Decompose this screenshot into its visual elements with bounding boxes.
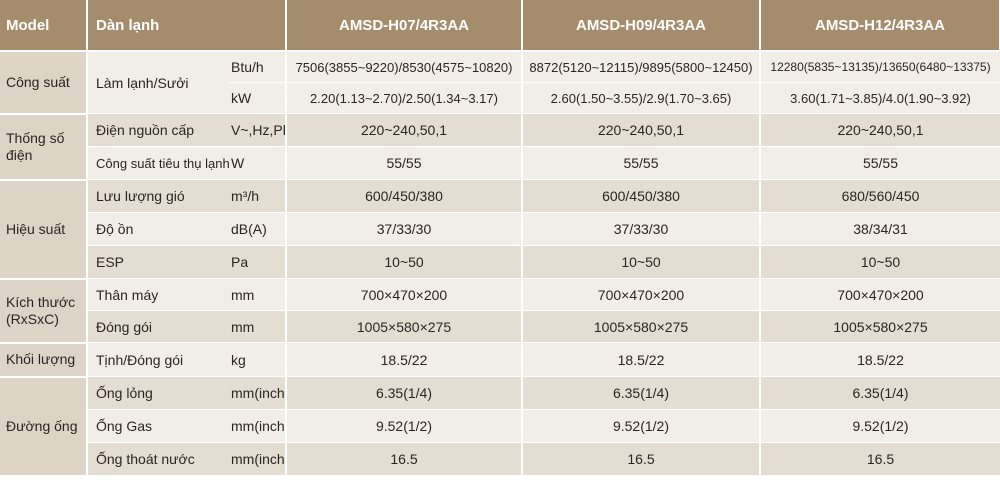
table-row: Hiệu suất Lưu lượng gió m³/h 600/450/380… [0, 179, 1000, 280]
row-unit: W [229, 146, 286, 180]
value-cell: 55/55 [759, 146, 1000, 180]
value-cell: 220~240,50,1 [759, 113, 1000, 147]
row-label: Công suất tiêu thụ lạnh/sưởi [87, 146, 229, 180]
row-label: Làm lạnh/Sưởi [87, 51, 229, 114]
value-cell: 8872(5120~12115)/9895(5800~12450) [521, 51, 760, 83]
value-cell: 38/34/31 [759, 212, 1000, 246]
value-cell: 10~50 [521, 245, 760, 279]
value-cell: 220~240,50,1 [285, 113, 522, 147]
row-label: Tịnh/Đóng gói [87, 342, 229, 377]
row-unit: m³/h [229, 179, 286, 213]
value-cell: 6.35(1/4) [759, 376, 1000, 410]
row-unit: dB(A) [229, 212, 286, 246]
value-cell: 700×470×200 [759, 278, 1000, 311]
value-cell: 6.35(1/4) [521, 376, 760, 410]
header-row: Model Dàn lạnh AMSD-H07/4R3AA AMSD-H09/4… [0, 0, 1000, 52]
group-duong-ong: Đường ống [0, 376, 88, 477]
row-unit: mm(inch) [229, 442, 286, 476]
value-cell: 16.5 [285, 442, 522, 476]
row-unit: Btu/h [229, 51, 286, 83]
group-khoi-luong: Khối lượng [0, 342, 88, 378]
table-row: Khối lượng Tịnh/Đóng gói kg 18.5/22 18.5… [0, 342, 1000, 378]
value-cell: 700×470×200 [521, 278, 760, 311]
value-cell: 1005×580×275 [521, 310, 760, 343]
row-unit: mm [229, 310, 286, 343]
table-row: Ống thoát nước mm(inch) 16.5 16.5 16.5 [0, 442, 1000, 476]
value-cell: 9.52(1/2) [759, 409, 1000, 443]
value-cell: 2.20(1.13~2.70)/2.50(1.34~3.17) [285, 82, 522, 114]
value-cell: 55/55 [521, 146, 760, 180]
row-label: Thân máy [87, 278, 229, 311]
row-label: Lưu lượng gió [87, 179, 229, 213]
row-label: Đóng gói [87, 310, 229, 343]
value-cell: 1005×580×275 [285, 310, 522, 343]
table-row: Đóng gói mm 1005×580×275 1005×580×275 10… [0, 310, 1000, 343]
value-cell: 600/450/380 [285, 179, 522, 213]
table-row: Công suất Làm lạnh/Sưởi Btu/h 7506(3855~… [0, 51, 1000, 115]
table-row: Độ ồn dB(A) 37/33/30 37/33/30 38/34/31 [0, 212, 1000, 246]
value-cell: 6.35(1/4) [285, 376, 522, 410]
row-unit: V~,Hz,Ph [229, 113, 286, 147]
table-row: Ống Gas mm(inch) 9.52(1/2) 9.52(1/2) 9.5… [0, 409, 1000, 443]
group-kich-thuoc: Kích thước (RxSxC) [0, 278, 88, 344]
value-cell: 9.52(1/2) [285, 409, 522, 443]
value-cell: 37/33/30 [285, 212, 522, 246]
value-cell: 2.60(1.50~3.55)/2.9(1.70~3.65) [521, 82, 760, 114]
table-row: ESP Pa 10~50 10~50 10~50 [0, 245, 1000, 279]
row-unit: Pa [229, 245, 286, 279]
value-cell: 600/450/380 [521, 179, 760, 213]
row-unit: kW [229, 82, 286, 114]
header-dan-lanh: Dàn lạnh [87, 0, 287, 52]
value-cell: 18.5/22 [285, 342, 522, 377]
value-cell: 37/33/30 [521, 212, 760, 246]
row-label: Độ ồn [87, 212, 229, 246]
row-label: Ống lỏng [87, 376, 229, 410]
row-unit: kg [229, 342, 286, 377]
value-cell: 9.52(1/2) [521, 409, 760, 443]
value-cell: 16.5 [521, 442, 760, 476]
value-cell: 12280(5835~13135)/13650(6480~13375) [759, 51, 1000, 83]
header-model-1: AMSD-H07/4R3AA [286, 0, 523, 52]
value-cell: 700×470×200 [285, 278, 522, 311]
value-cell: 18.5/22 [521, 342, 760, 377]
group-thong-so-dien: Thống số điện [0, 113, 88, 181]
table-row: Kích thước (RxSxC) Thân máy mm 700×470×2… [0, 278, 1000, 344]
value-cell: 7506(3855~9220)/8530(4575~10820) [285, 51, 522, 83]
row-unit: mm(inch) [229, 409, 286, 443]
header-model: Model [0, 0, 88, 52]
row-label: Ống thoát nước [87, 442, 229, 476]
table-row: Đường ống Ống lỏng mm(inch) 6.35(1/4) 6.… [0, 376, 1000, 477]
value-cell: 16.5 [759, 442, 1000, 476]
header-model-3: AMSD-H12/4R3AA [760, 0, 1000, 52]
value-cell: 18.5/22 [759, 342, 1000, 377]
row-unit: mm(inch) [229, 376, 286, 410]
value-cell: 3.60(1.71~3.85)/4.0(1.90~3.92) [759, 82, 1000, 114]
value-cell: 10~50 [759, 245, 1000, 279]
value-cell: 220~240,50,1 [521, 113, 760, 147]
row-label: ESP [87, 245, 229, 279]
table-row: Thống số điện Điện nguồn cấp V~,Hz,Ph 22… [0, 113, 1000, 181]
group-hieu-suat: Hiệu suất [0, 179, 88, 280]
value-cell: 10~50 [285, 245, 522, 279]
value-cell: 1005×580×275 [759, 310, 1000, 343]
spec-table: Model Dàn lạnh AMSD-H07/4R3AA AMSD-H09/4… [0, 0, 1000, 477]
header-model-2: AMSD-H09/4R3AA [522, 0, 761, 52]
row-label: Điện nguồn cấp [87, 113, 229, 147]
group-cong-suat: Công suất [0, 51, 88, 115]
value-cell: 55/55 [285, 146, 522, 180]
row-unit: mm [229, 278, 286, 311]
value-cell: 680/560/450 [759, 179, 1000, 213]
table-row: kW 2.20(1.13~2.70)/2.50(1.34~3.17) 2.60(… [0, 82, 1000, 114]
row-label: Ống Gas [87, 409, 229, 443]
table-row: Công suất tiêu thụ lạnh/sưởi W 55/55 55/… [0, 146, 1000, 180]
